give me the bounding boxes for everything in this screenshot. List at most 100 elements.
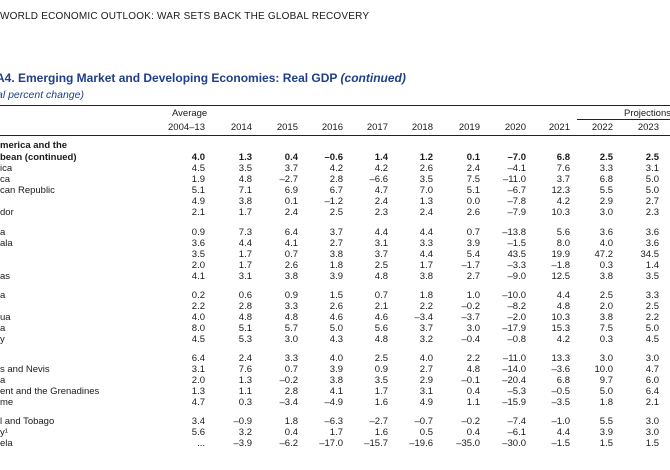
table-cell: –3.4	[414, 312, 434, 323]
table-cell: –17.9	[502, 323, 526, 334]
table-cell: 2.4	[419, 207, 433, 218]
table-cell: 4.5	[645, 334, 659, 345]
table-cell: 6.4	[645, 386, 659, 397]
row-label: ua	[0, 312, 11, 323]
table-cell: 4.7	[374, 185, 388, 196]
table-cell: 4.5	[191, 334, 205, 345]
table-cell: 2.2	[419, 301, 433, 312]
table-cell: 4.9	[191, 196, 205, 207]
table-cell: 3.8	[329, 375, 343, 386]
table-cell: –7.4	[507, 416, 527, 427]
table-cell: 2.1	[645, 397, 659, 408]
table-cell: 6.9	[284, 185, 298, 196]
table-cell: 7.3	[238, 227, 252, 238]
table-cell: 4.8	[238, 312, 252, 323]
table-cell: 1.4	[374, 152, 388, 163]
table-cell: 4.6	[374, 312, 388, 323]
table-cell: 3.7	[419, 323, 433, 334]
row-label: y	[0, 334, 5, 345]
table-cell: 3.9	[599, 427, 613, 438]
table-cell: –7.8	[507, 196, 527, 207]
table-cell: –1.8	[551, 260, 571, 271]
table-cell: 7.1	[238, 185, 252, 196]
table-cell: 4.8	[238, 174, 252, 185]
table-cell: 5.7	[284, 323, 298, 334]
table-cell: 3.6	[645, 238, 659, 249]
table-cell: 4.5	[191, 163, 205, 174]
table-cell: 5.0	[329, 323, 343, 334]
table-cell: 2.3	[374, 207, 388, 218]
row-label: s and Nevis	[0, 364, 50, 375]
table-cell: 2.5	[645, 152, 659, 163]
table-cell: 3.9	[329, 271, 343, 282]
table-cell: –17.0	[319, 438, 343, 449]
table-cell: 2.8	[238, 301, 252, 312]
table-cell: –7.9	[507, 207, 527, 218]
table-cell: –0.1	[461, 375, 481, 386]
average-header: Average	[172, 108, 208, 119]
table-cell: 4.4	[556, 427, 570, 438]
table-cell: 4.1	[191, 271, 205, 282]
table-cell: 1.7	[419, 260, 433, 271]
table-cell: 3.7	[329, 227, 343, 238]
table-cell: 8.0	[191, 323, 205, 334]
header-rule	[0, 135, 670, 136]
table-cell: 4.1	[329, 386, 343, 397]
table-cell: 8.0	[556, 238, 570, 249]
table-cell: 2.2	[645, 312, 659, 323]
table-cell: 3.5	[645, 271, 659, 282]
table-cell: 1.5	[329, 290, 343, 301]
table-cell: –1.7	[461, 260, 481, 271]
table-cell: 3.8	[419, 271, 433, 282]
row-label: merica and the	[0, 140, 68, 151]
table-cell: 0.7	[284, 249, 298, 260]
table-cell: –15.7	[364, 438, 388, 449]
table-cell: 1.2	[419, 152, 433, 163]
table-cell: 3.2	[419, 334, 433, 345]
table-cell: 4.9	[419, 397, 433, 408]
table-cell: 5.5	[599, 185, 613, 196]
table-cell: 7.6	[556, 163, 570, 174]
table-cell: 2.4	[284, 207, 298, 218]
table-cell: –0.4	[461, 334, 481, 345]
table-subtitle: al percent change)	[0, 89, 84, 101]
table-cell: 3.5	[191, 249, 205, 260]
table-cell: 2.6	[466, 207, 480, 218]
row-label: as	[0, 271, 11, 282]
row-label: dor	[0, 207, 14, 218]
table-cell: 1.8	[329, 260, 343, 271]
table-cell: 3.3	[284, 353, 298, 364]
table-cell: 2.8	[284, 386, 298, 397]
table-cell: 3.8	[599, 312, 613, 323]
table-cell: 3.0	[599, 207, 613, 218]
table-cell: 0.9	[284, 290, 298, 301]
table-cell: 5.3	[238, 334, 252, 345]
row-label: can Republic	[0, 185, 55, 196]
table-cell: –0.9	[233, 416, 253, 427]
table-cell: 4.7	[645, 364, 659, 375]
table-cell: –13.8	[502, 227, 526, 238]
table-cell: 1.3	[419, 196, 433, 207]
table-cell: 4.0	[599, 238, 613, 249]
table-cell: –3.5	[551, 397, 571, 408]
column-header-2018: 2018	[411, 122, 433, 133]
column-header-2023: 2023	[637, 122, 659, 133]
table-cell: 5.4	[466, 249, 480, 260]
table-cell: 5.1	[191, 185, 205, 196]
table-cell: –6.7	[507, 185, 527, 196]
table-cell: 1.6	[374, 427, 388, 438]
table-cell: 1.7	[238, 249, 252, 260]
table-title-continued: (continued)	[340, 71, 406, 85]
table-cell: 6.0	[645, 375, 659, 386]
table-cell: 1.7	[374, 386, 388, 397]
table-cell: 3.1	[419, 386, 433, 397]
table-cell: 3.8	[599, 271, 613, 282]
table-cell: 10.0	[594, 364, 614, 375]
row-label: ica	[0, 163, 13, 174]
table-cell: ...	[197, 438, 205, 449]
table-cell: 4.8	[374, 271, 388, 282]
table-cell: 3.0	[466, 323, 480, 334]
table-cell: 2.0	[599, 301, 613, 312]
table-cell: 2.8	[329, 174, 343, 185]
table-cell: 1.7	[329, 427, 343, 438]
